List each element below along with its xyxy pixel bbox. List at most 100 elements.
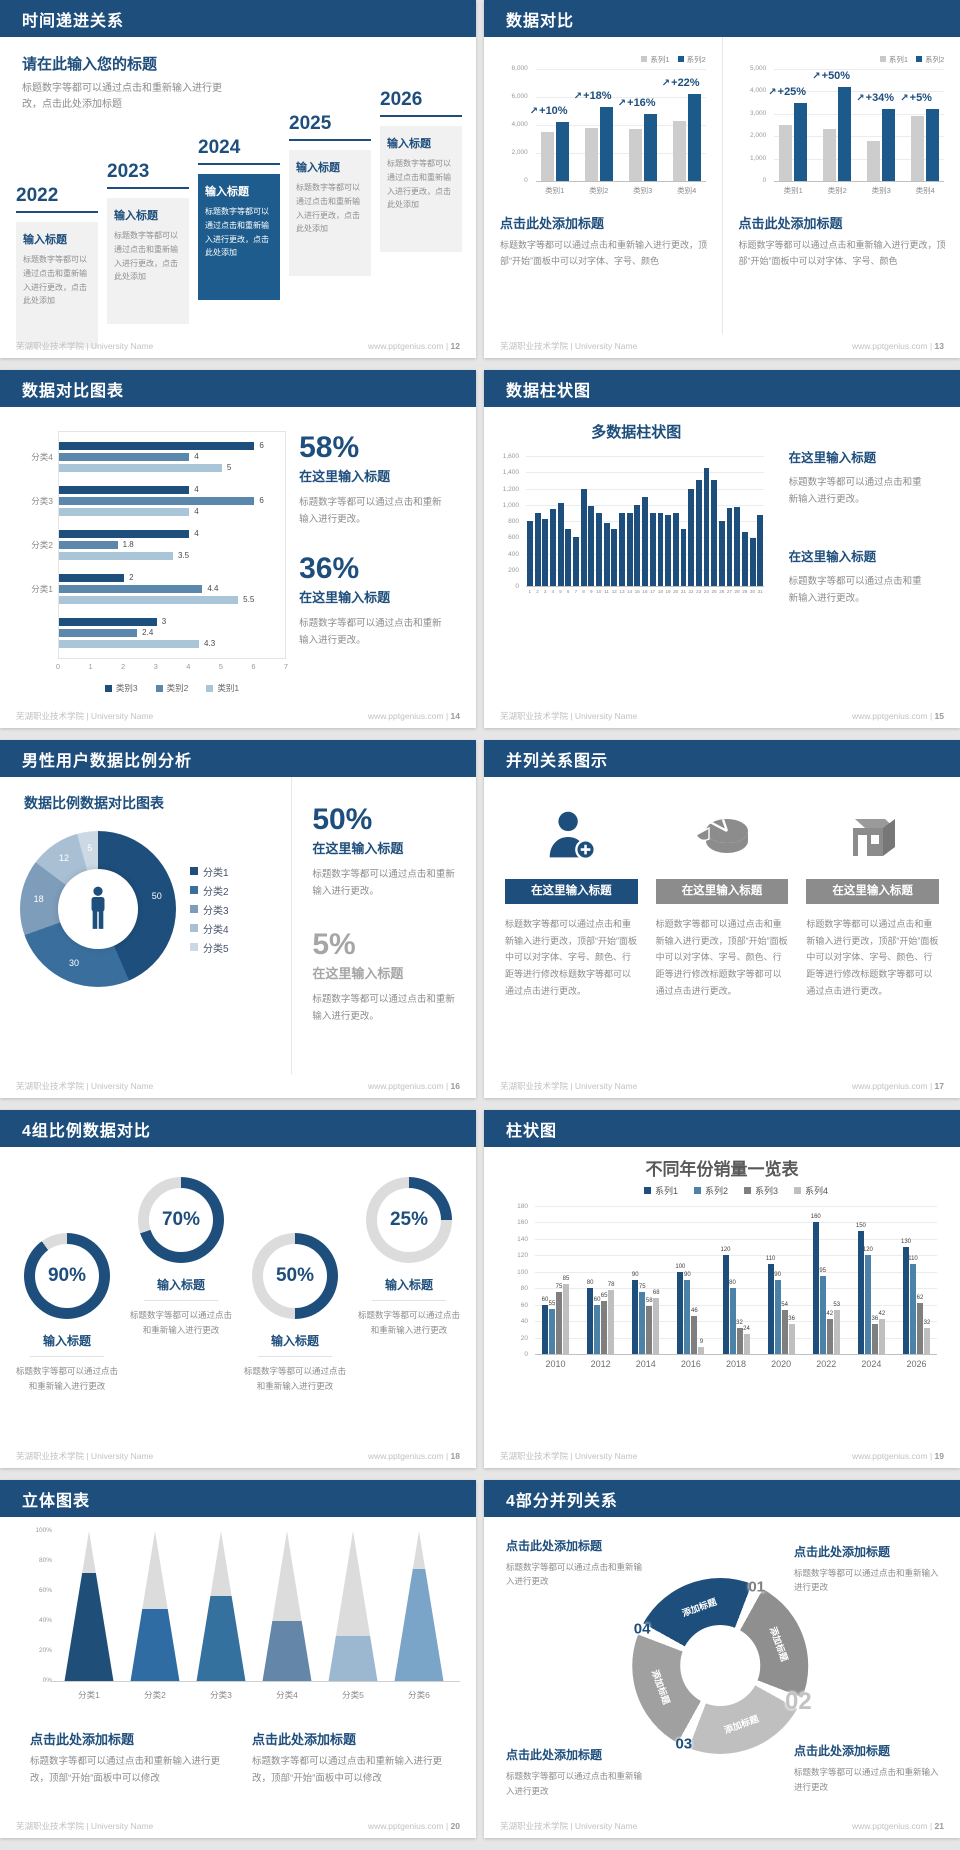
bar-row: 4.4: [59, 584, 285, 593]
x-tick-label: 22: [688, 589, 694, 594]
stat-percent: 50%: [312, 803, 373, 836]
ring-column: 50% 输入标题 标题数字等都可以通过点击和重新输入进行更改: [238, 1233, 352, 1444]
value-label: 58: [645, 1298, 653, 1305]
gridline: [535, 1321, 937, 1323]
bar: [788, 1324, 795, 1354]
slide-footer: 芜湖职业技术学院 | University Name www.pptgenius.…: [0, 334, 476, 358]
legend-item: 系列1: [643, 1184, 678, 1197]
bar: [542, 1304, 548, 1354]
slide-footer: 芜湖职业技术学院 | University Name www.pptgenius.…: [484, 704, 960, 728]
bar: [688, 488, 695, 586]
slide-page-16[interactable]: 男性用户数据比例分析 数据比例数据对比图表: [0, 740, 476, 1098]
x-tick-label: 9: [589, 589, 593, 594]
stats-panel: 在这里输入标题 标题数字等都可以通过点击和重新输入进行更改。 在这里输入标题 标…: [789, 407, 960, 704]
value-label: 60: [593, 1296, 601, 1303]
bar-series1: [672, 120, 686, 181]
x-tick-label: 4: [551, 589, 555, 594]
y-tick-label: 200: [508, 566, 519, 574]
pyramid: [328, 1531, 378, 1681]
bar: [608, 1289, 615, 1354]
bar: [726, 508, 733, 586]
bar: [626, 512, 633, 586]
parallel-column: 在这里输入标题 标题数字等都可以通过点击和重新输入进行更改，顶部“开始”面板中可…: [655, 801, 789, 999]
gridline: [535, 1304, 937, 1306]
page-number: 14: [450, 711, 460, 721]
page-number: 12: [450, 341, 460, 351]
legend-item: 类别3: [104, 682, 138, 694]
bar: [857, 1230, 864, 1354]
legend-swatch: [794, 1187, 802, 1194]
slide-page-17[interactable]: 并列关系图示 在这里输入标题 标题数字等都可以通过点击和重新输入进行更改，顶部“…: [484, 740, 960, 1098]
value-label: 150: [855, 1222, 866, 1229]
bar: [703, 468, 710, 586]
x-tick-label: 12: [611, 589, 617, 594]
arrow-up-icon: ↗: [856, 93, 865, 105]
timeline-card: 输入标题 标题数字等都可以通过点击和重新输入进行更改，点击此处添加: [107, 198, 189, 324]
segment-number: 04: [633, 1620, 651, 1638]
value-label: 5.5: [243, 595, 255, 604]
male-figure-icon: [91, 886, 105, 929]
bar: [826, 1319, 833, 1354]
value-label: 24: [743, 1326, 750, 1333]
slide-page-21[interactable]: 4部分并列关系 点击此处添加标题 标题数字等都可以通过点击和重新输入进行更改 点…: [484, 1480, 960, 1838]
bar-group: 分类2 4 1.8 3.5: [31, 523, 285, 567]
horizontal-bar-chart: 分类4 6 4 5 分类3 4 6 4 分类2 4 1.8 3.5 分类1 2 4.4 5.5 3 2.4 4.3 0…: [31, 431, 288, 694]
slide-footer: 芜湖职业技术学院 | University Name www.pptgenius.…: [0, 1444, 476, 1468]
value-label: 32: [736, 1319, 743, 1326]
slide-footer: 芜湖职业技术学院 | University Name www.pptgenius.…: [484, 334, 960, 358]
footer-school: 芜湖职业技术学院 | University Name: [16, 1081, 154, 1091]
bar: [59, 464, 222, 472]
grouped-bar-chart: 系列1 系列2 8,000 6,000 4,000 2,000 0 类别1 ↗+10% 类别2 ↗+…: [502, 53, 706, 199]
stat-label: 在这里输入标题: [299, 590, 391, 606]
bar-row: 2: [59, 573, 285, 582]
stat-percent: 5%: [312, 928, 356, 962]
stats-panel: 58% 在这里输入标题 标题数字等都可以通过点击和重新输入进行更改。 36% 在…: [295, 407, 476, 704]
value-label: 42: [826, 1311, 834, 1318]
y-tick-label: 60%: [38, 1587, 52, 1594]
x-tick-label: 5: [218, 662, 223, 671]
y-tick-label: 100: [517, 1268, 528, 1276]
slide-page-14[interactable]: 数据对比图表 分类4 6 4 5 分类3 4 6 4 分类2 4 1.8 3.5 分类1 2 4.4 5.5 3…: [0, 370, 476, 728]
slide-footer: 芜湖职业技术学院 | University Name www.pptgenius.…: [484, 1814, 960, 1838]
legend-swatch: [190, 924, 198, 932]
slide-page-20[interactable]: 立体图表 100% 80% 60% 40% 20% 0% 分类1 分类2 分类3 分类4 分类5 分类…: [0, 1480, 476, 1838]
x-tick-label: 15: [634, 589, 640, 594]
x-tick-label: 2022: [816, 1359, 837, 1369]
corner-block: 点击此处添加标题 标题数字等都可以通过点击和重新输入进行更改: [506, 1746, 644, 1798]
stat-body: 标题数字等都可以通过点击和重新输入进行更改。: [788, 576, 922, 605]
slide-title: 数据柱状图: [506, 382, 592, 400]
bar: [767, 1263, 774, 1354]
bar: [639, 1292, 646, 1354]
timeline-card: 输入标题 标题数字等都可以通过点击和重新输入进行更改，点击此处添加: [289, 150, 371, 276]
legend-label: 系列1: [888, 54, 909, 64]
bar: [677, 1271, 684, 1354]
slide-page-18[interactable]: 4组比例数据对比 90% 输入标题 标题数字等都可以通过点击和重新输入进行更改 …: [0, 1110, 476, 1468]
value-label: 4: [194, 529, 199, 538]
slide-page-13[interactable]: 数据对比 系列1 系列2 8,000 6,000 4,000 2,000 0 类别1 ↗+10%…: [484, 0, 960, 358]
bar: [542, 519, 549, 586]
chart-legend: 系列1 系列2: [872, 49, 944, 67]
page-number: 16: [450, 1081, 460, 1091]
slide-page-12[interactable]: 时间递进关系 请在此输入您的标题 标题数字等都可以通过点击和重新输入进行更改，点…: [0, 0, 476, 358]
slide-page-19[interactable]: 柱状图 不同年份销量一览表 系列1 系列2 系列3 系列4 180 160 140 120 10…: [484, 1110, 960, 1468]
footer-school: 芜湖职业技术学院 | University Name: [500, 341, 638, 351]
ring-title: 输入标题: [270, 1334, 319, 1348]
legend-swatch: [104, 684, 112, 692]
bar: [680, 529, 687, 586]
timeline-item: 2023 输入标题 标题数字等都可以通过点击和重新输入进行更改，点击此处添加: [107, 161, 189, 324]
bar: [736, 1327, 743, 1354]
x-tick-label: 3: [153, 662, 158, 671]
x-tick-label: 24: [703, 589, 709, 594]
bar-row: 4: [59, 507, 285, 516]
gridline: [535, 153, 706, 154]
slide-page-15[interactable]: 数据柱状图 多数据柱状图 1,600 1,400 1,200 1,000 800 600 4…: [484, 370, 960, 728]
stat-block: 36% 在这里输入标题 标题数字等都可以通过点击和重新输入进行更改。: [299, 554, 462, 649]
bar: [549, 1308, 555, 1354]
data-label: 5: [87, 843, 93, 854]
footer-school: 芜湖职业技术学院 | University Name: [16, 1821, 154, 1831]
x-tick-label: 2012: [590, 1359, 611, 1369]
chart-title: 不同年份销量一览表: [645, 1160, 799, 1179]
bar-row: 4: [59, 452, 285, 461]
y-tick-label: 1,000: [749, 154, 767, 162]
card-body: 标题数字等都可以通过点击和重新输入进行更改，点击此处添加: [387, 159, 451, 210]
